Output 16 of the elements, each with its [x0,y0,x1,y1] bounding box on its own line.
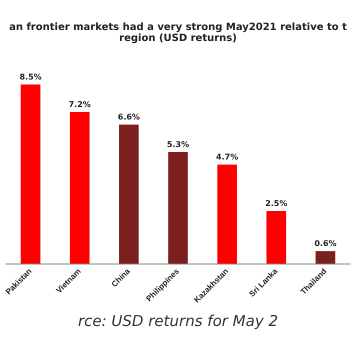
data-label: 4.7% [216,152,238,162]
chart-title: an frontier markets had a very strong May2021 relative to t region (USD returns) [8,22,348,44]
bar [168,152,188,264]
data-label: 7.2% [68,100,91,110]
data-label: 8.5% [19,72,42,82]
bar [217,164,237,264]
bar [70,112,90,264]
data-label: 0.6% [314,239,337,248]
bar [119,124,139,264]
bar [266,211,286,264]
text: rce: USD returns for May 2 [76,312,280,330]
data-label: 5.3% [166,140,190,150]
data-label: 6.6% [118,112,140,122]
data-label: 2.5% [265,199,288,208]
bar [316,251,336,264]
bar [20,84,40,264]
